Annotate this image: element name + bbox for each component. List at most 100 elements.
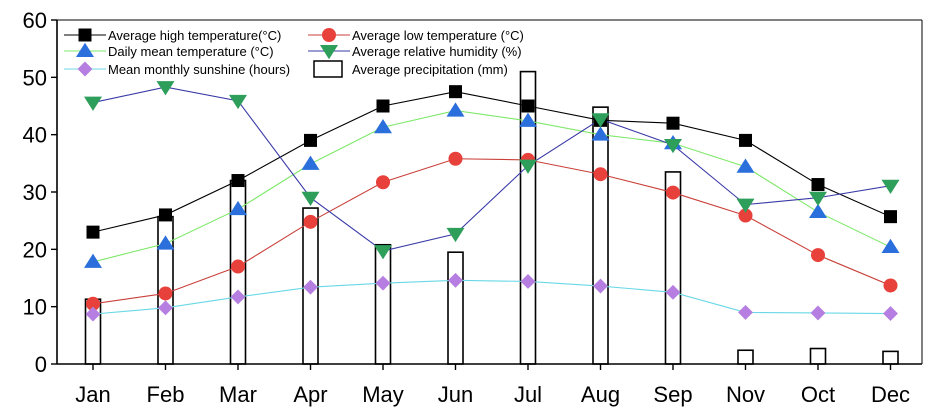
average-high-temperature-point-feb [159,208,172,222]
average-low-temperature-point-mar [231,259,245,274]
average-low-temperature-point-sep [666,185,680,200]
average-relative-humidity-point-apr [301,191,320,206]
y-tick-label-40: 40 [23,123,47,148]
x-tick-label-sep: Sep [653,382,692,407]
x-tick-label-aug: Aug [581,382,620,407]
x-tick-label-jun: Jun [438,382,473,407]
legend-entry-average-low-temperature: Average low temperature (°C) [308,28,524,43]
mean-monthly-sunshine-point-jan [85,306,101,322]
average-relative-humidity-point-nov [736,198,755,213]
legend-marker-average-high-temperature [78,28,92,42]
average-high-temperature-point-mar [231,174,245,188]
legend-marker-daily-mean-temperature [76,42,94,57]
average-high-temperature-point-apr [304,133,317,147]
x-tick-label-jul: Jul [514,382,542,407]
legend-entry-average-relative-humidity: Average relative humidity (%) [308,44,522,60]
average-relative-humidity-point-feb [156,81,175,96]
y-tick-label-10: 10 [23,295,47,320]
average-low-temperature-point-jan [86,296,100,311]
average-high-temperature-line [92,91,891,233]
average-high-temperature-point-oct [811,178,825,192]
daily-mean-temperature-line [92,110,891,263]
average-low-temperature-point-nov [738,208,753,223]
daily-mean-temperature-point-feb [156,235,175,250]
axes: 0 10 20 30 40 50 60 Jan Feb Mar Apr May Jun Jul Aug Sep… [23,8,923,407]
mean-monthly-sunshine-point-feb [158,300,173,316]
x-tick-label-apr: Apr [293,382,327,407]
average-high-temperature-point-jan [86,225,100,239]
mean-monthly-sunshine-point-mar [230,289,246,305]
mean-monthly-sunshine-point-nov [738,304,753,320]
legend-entry-average-precipitation: Average precipitation (mm) [313,60,508,78]
average-high-temperature-point-may [376,99,390,113]
average-relative-humidity-point-dec [881,179,900,194]
precipitation-bar-aug [592,106,609,365]
average-relative-humidity-point-aug [591,113,610,128]
average-low-temperature-line [92,158,891,305]
mean-monthly-sunshine-point-dec [883,306,898,321]
y-tick-label-30: 30 [23,180,47,205]
y-tick-label-0: 0 [35,352,47,377]
y-tick-label-50: 50 [23,65,47,90]
average-relative-humidity-point-oct [809,191,827,206]
legend-marker-average-relative-humidity [320,45,338,60]
legend-marker-mean-monthly-sunshine [77,61,93,77]
average-relative-humidity-point-jan [84,96,102,111]
average-relative-humidity-point-may [374,245,392,260]
x-tick-label-oct: Oct [801,382,835,407]
average-high-temperature-point-jul [521,99,535,113]
legend-entry-mean-monthly-sunshine: Mean monthly sunshine (hours) [64,61,290,77]
daily-mean-temperature-point-oct [809,203,827,219]
legend-label-average-low-temperature: Average low temperature (°C) [352,28,524,43]
precipitation-bar-sep [664,171,682,365]
precipitation-bar-may [374,243,392,365]
legend-label-daily-mean-temperature: Daily mean temperature (°C) [108,44,274,59]
average-low-temperature-point-aug [593,167,608,182]
x-tick-label-may: May [362,382,404,407]
average-relative-humidity-point-jun [446,227,465,243]
daily-mean-temperature-point-aug [591,126,610,141]
average-low-temperature-point-feb [158,286,173,301]
series-markers [84,81,900,322]
legend-entry-daily-mean-temperature: Daily mean temperature (°C) [64,42,274,59]
precipitation-bar-dec [882,350,899,365]
x-tick-label-feb: Feb [147,382,185,407]
x-tick-label-dec: Dec [871,382,910,407]
precipitation-bar-oct [809,347,827,365]
series-lines [92,86,891,315]
average-high-temperature-point-nov [739,133,752,147]
average-low-temperature-point-jun [448,151,463,166]
mean-monthly-sunshine-point-jun [448,272,463,288]
average-low-temperature-point-apr [303,214,318,229]
daily-mean-temperature-point-dec [881,238,900,254]
precipitation-bar-nov [737,349,754,365]
average-high-temperature-point-dec [884,210,897,224]
average-low-temperature-point-oct [811,248,825,263]
legend: Average high temperature(°C)Daily mean t… [64,28,524,78]
legend-marker-average-precipitation [313,60,343,78]
daily-mean-temperature-point-nov [736,158,755,173]
average-high-temperature-point-jun [449,85,462,99]
y-tick-label-20: 20 [23,237,47,262]
precipitation-bar-jun [447,251,464,365]
legend-label-average-precipitation: Average precipitation (mm) [352,62,508,77]
mean-monthly-sunshine-point-jul [520,274,536,289]
average-relative-humidity-point-mar [229,94,247,110]
mean-monthly-sunshine-point-oct [810,305,826,321]
average-low-temperature-point-may [376,175,390,190]
mean-monthly-sunshine-point-apr [303,279,318,295]
mean-monthly-sunshine-point-aug [593,278,608,294]
x-tick-label-mar: Mar [219,382,257,407]
legend-marker-average-low-temperature [322,28,336,42]
average-relative-humidity-line [92,86,891,252]
daily-mean-temperature-point-jun [446,102,465,117]
daily-mean-temperature-point-jul [519,112,537,127]
x-tick-label-nov: Nov [726,382,765,407]
daily-mean-temperature-point-may [374,118,392,134]
mean-monthly-sunshine-point-may [375,275,391,291]
legend-label-mean-monthly-sunshine: Mean monthly sunshine (hours) [108,62,290,77]
legend-label-average-relative-humidity: Average relative humidity (%) [352,44,522,59]
average-high-temperature-point-sep [666,116,680,130]
